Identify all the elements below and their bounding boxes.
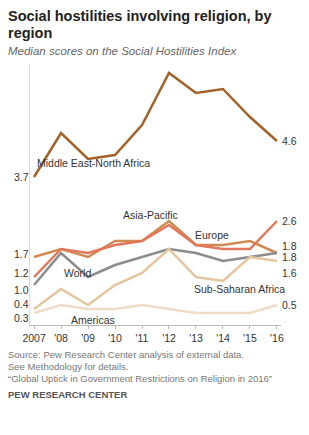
svg-text:Middle East-North Africa: Middle East-North Africa: [37, 157, 150, 169]
svg-text:2007: 2007: [22, 332, 46, 344]
svg-text:'10: '10: [108, 332, 122, 344]
svg-text:'09: '09: [81, 332, 95, 344]
svg-text:Europe: Europe: [195, 229, 229, 241]
svg-text:'14: '14: [216, 332, 230, 344]
svg-text:'12: '12: [162, 332, 176, 344]
html-text:See Methodology for details.: See Methodology for details.: [8, 361, 129, 372]
svg-text:Asia-Pacific: Asia-Pacific: [123, 209, 178, 221]
svg-text:1.0: 1.0: [14, 284, 29, 296]
svg-text:'13: '13: [189, 332, 203, 344]
html-text:Median scores on the Social Ho: Median scores on the Social Hostilities …: [8, 45, 237, 57]
svg-text:0.5: 0.5: [282, 299, 297, 311]
svg-text:Americas: Americas: [71, 314, 115, 326]
html-text:PEW RESEARCH CENTER: PEW RESEARCH CENTER: [8, 389, 128, 400]
html-text:“Global Uptick in Government R: “Global Uptick in Government Restriction…: [8, 373, 272, 384]
html-text:Source: Pew Research Center an: Source: Pew Research Center analysis of …: [8, 349, 244, 360]
svg-text:'08: '08: [54, 332, 68, 344]
svg-text:0.3: 0.3: [14, 312, 29, 324]
svg-text:1.6: 1.6: [282, 267, 297, 279]
svg-text:2.6: 2.6: [282, 215, 297, 227]
svg-text:'15: '15: [243, 332, 257, 344]
svg-text:'16: '16: [270, 332, 284, 344]
svg-text:1.2: 1.2: [14, 267, 29, 279]
svg-text:4.6: 4.6: [282, 135, 297, 147]
svg-text:Sub-Saharan Africa: Sub-Saharan Africa: [194, 283, 285, 295]
svg-text:3.7: 3.7: [14, 171, 29, 183]
svg-text:1.7: 1.7: [14, 248, 29, 260]
svg-text:1.8: 1.8: [282, 251, 297, 263]
svg-text:0.4: 0.4: [14, 298, 29, 310]
svg-text:1.8: 1.8: [282, 240, 297, 252]
svg-text:'11: '11: [136, 332, 149, 344]
svg-text:World: World: [64, 267, 91, 279]
html-text:Social hostilities involving r: Social hostilities involving religion, b…: [8, 8, 272, 41]
